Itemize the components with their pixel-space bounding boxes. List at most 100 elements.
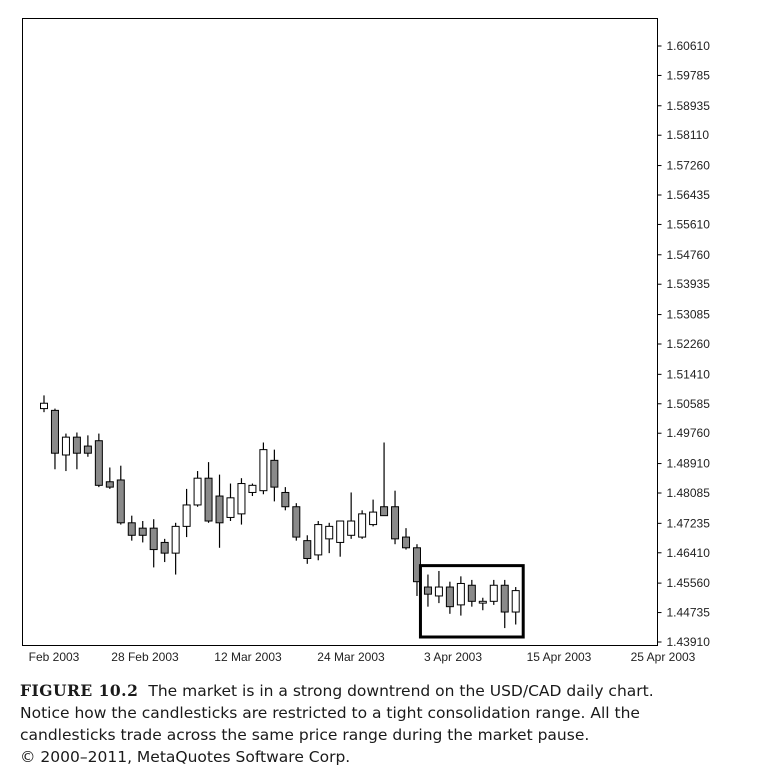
candle xyxy=(149,519,158,568)
candle xyxy=(303,535,312,564)
candle xyxy=(83,435,92,457)
candle xyxy=(94,433,103,488)
y-tick-label: 1.44735 xyxy=(667,606,711,620)
candlestick-chart: 1.60610 1.59785 1.58935 1.58110 1.57260 1.564… xyxy=(22,18,711,664)
bearish-candle-body xyxy=(391,506,400,540)
bullish-candle-body xyxy=(259,449,268,492)
x-tick-label: 28 Feb 2003 xyxy=(111,650,179,664)
bullish-candle-body xyxy=(456,582,465,606)
bullish-candle-body xyxy=(434,586,443,597)
y-tick-label: 1.45560 xyxy=(667,576,711,590)
bullish-candle-body xyxy=(61,436,70,456)
candle xyxy=(434,570,443,604)
candle xyxy=(127,515,136,541)
bullish-candle-body xyxy=(237,483,246,515)
candle xyxy=(193,471,202,507)
y-tick-label: 1.51410 xyxy=(667,367,711,381)
consolidation-box xyxy=(418,564,525,639)
caption-line-3: candlesticks trade across the same price… xyxy=(20,726,590,744)
bearish-candle-body xyxy=(500,584,509,613)
candle xyxy=(116,465,125,525)
y-tick-label: 1.57260 xyxy=(667,159,711,173)
bullish-candle-body xyxy=(226,497,235,518)
y-tick-label: 1.48085 xyxy=(667,486,711,500)
bullish-candle-body xyxy=(369,511,378,526)
x-tick-label: Feb 2003 xyxy=(29,650,80,664)
x-axis: Feb 2003 28 Feb 2003 12 Mar 2003 24 Mar 200… xyxy=(29,650,696,664)
y-tick-label: 1.49760 xyxy=(667,426,711,440)
bullish-candle-body xyxy=(171,525,180,554)
x-tick-label: 3 Apr 2003 xyxy=(424,650,482,664)
candle xyxy=(314,521,323,561)
bullish-candle-body xyxy=(325,525,334,540)
candle xyxy=(336,520,345,557)
candle xyxy=(456,576,465,616)
bearish-candle-body xyxy=(380,506,389,517)
y-tick-label: 1.58110 xyxy=(667,128,710,142)
figure-label: FIGURE 10.2 xyxy=(20,681,139,700)
y-tick-label: 1.56435 xyxy=(667,188,711,202)
caption-line-2: Notice how the candlesticks are restrict… xyxy=(20,704,640,722)
bearish-candle-body xyxy=(83,445,92,454)
bullish-candle-body xyxy=(40,402,48,410)
bearish-candle-body xyxy=(445,586,454,608)
bearish-candle-body xyxy=(467,584,476,602)
candle xyxy=(61,433,70,472)
candle xyxy=(478,597,487,611)
y-tick-label: 1.43910 xyxy=(667,635,711,649)
consolidation-box-layer xyxy=(418,564,525,639)
bearish-candle-body xyxy=(303,540,312,559)
bullish-candle-body xyxy=(336,520,345,543)
bearish-candle-body xyxy=(215,495,224,524)
figure-caption: FIGURE 10.2 The market is in a strong dow… xyxy=(20,680,725,768)
bearish-candle-body xyxy=(149,527,158,551)
bearish-candle-body xyxy=(50,409,59,454)
candle xyxy=(281,487,290,511)
candle xyxy=(248,483,257,497)
candle xyxy=(182,488,191,538)
bearish-candle-body xyxy=(281,491,290,508)
y-tick-label: 1.55610 xyxy=(667,217,711,231)
bullish-candle-body xyxy=(314,524,323,556)
candle xyxy=(215,474,224,548)
candle xyxy=(325,522,334,554)
y-tick-label: 1.52260 xyxy=(667,337,711,351)
y-tick-label: 1.53935 xyxy=(667,277,711,291)
candle xyxy=(50,408,59,470)
y-tick-label: 1.53085 xyxy=(667,308,711,322)
candle xyxy=(160,538,169,563)
candle xyxy=(380,442,389,517)
y-tick-label: 1.59785 xyxy=(667,68,711,82)
bearish-candle-body xyxy=(105,481,114,488)
candle xyxy=(347,492,356,539)
plot-frame xyxy=(22,18,658,646)
bullish-candle-body xyxy=(347,520,356,536)
bearish-candle-body xyxy=(292,506,301,538)
candle xyxy=(369,499,378,527)
candle xyxy=(402,528,411,550)
bearish-candle-body xyxy=(116,479,125,524)
bullish-candle-body xyxy=(478,600,487,604)
x-tick-label: 12 Mar 2003 xyxy=(214,650,282,664)
candle xyxy=(467,579,476,607)
caption-text-1: The market is in a strong downtrend on t… xyxy=(148,682,654,700)
candle xyxy=(204,462,213,523)
bullish-candle-body xyxy=(248,484,257,493)
bearish-candle-body xyxy=(423,586,432,595)
bearish-candle-body xyxy=(94,440,103,486)
bullish-candle-body xyxy=(511,590,520,613)
bearish-candle-body xyxy=(160,541,169,554)
bearish-candle-body xyxy=(402,536,411,549)
y-tick-label: 1.47235 xyxy=(667,516,711,530)
x-tick-label: 15 Apr 2003 xyxy=(527,650,592,664)
y-tick-label: 1.48910 xyxy=(667,457,711,471)
y-tick-label: 1.50585 xyxy=(667,397,711,411)
y-tick-label: 1.58935 xyxy=(667,99,711,113)
candle xyxy=(445,581,454,614)
candle xyxy=(171,522,180,575)
copyright-line: © 2000–2011, MetaQuotes Software Corp. xyxy=(20,748,351,766)
candle xyxy=(259,442,268,495)
x-tick-label: 24 Mar 2003 xyxy=(317,650,385,664)
candle xyxy=(358,510,367,539)
x-tick-label: 25 Apr 2003 xyxy=(631,650,696,664)
